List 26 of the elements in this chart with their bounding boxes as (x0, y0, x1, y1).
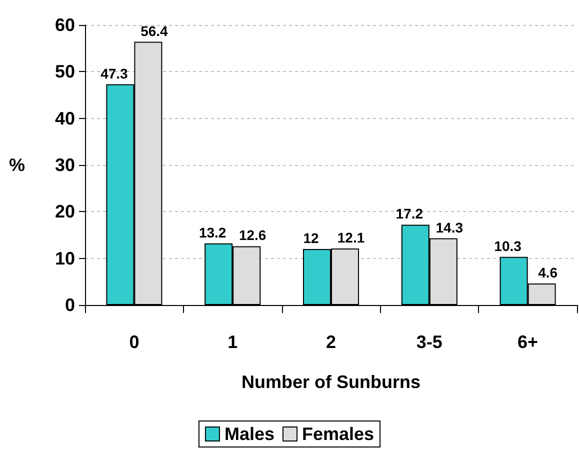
x-axis-title: Number of Sunburns (242, 372, 420, 392)
x-tick-label: 1 (228, 332, 238, 352)
data-label: 47.3 (100, 65, 128, 82)
x-tick-label: 2 (326, 332, 336, 352)
data-label: 12.6 (238, 227, 266, 244)
y-tick-label: 60 (54, 15, 75, 35)
y-tick-label: 0 (64, 295, 75, 315)
y-tick-label: 40 (54, 108, 75, 128)
data-label: 13.2 (198, 224, 226, 240)
y-tick-label: 50 (54, 62, 75, 82)
y-tick-label: 20 (54, 202, 75, 222)
data-label: 4.6 (538, 264, 558, 281)
x-tick-label: 0 (129, 332, 140, 352)
y-axis-title: % (8, 155, 25, 175)
data-label: 17.2 (396, 206, 424, 222)
y-tick-label: 30 (54, 155, 75, 175)
x-tick-label: 6+ (518, 332, 538, 352)
data-label: 56.4 (140, 22, 168, 39)
x-tick-label: 3-5 (416, 332, 442, 352)
y-tick-label: 10 (54, 248, 75, 268)
data-label: 10.3 (494, 238, 522, 254)
legend-label: Females (302, 424, 374, 444)
data-label: 12.1 (337, 230, 365, 246)
legend-label: Males (224, 424, 274, 444)
data-label: 14.3 (436, 219, 464, 236)
data-label: 12 (303, 230, 319, 246)
